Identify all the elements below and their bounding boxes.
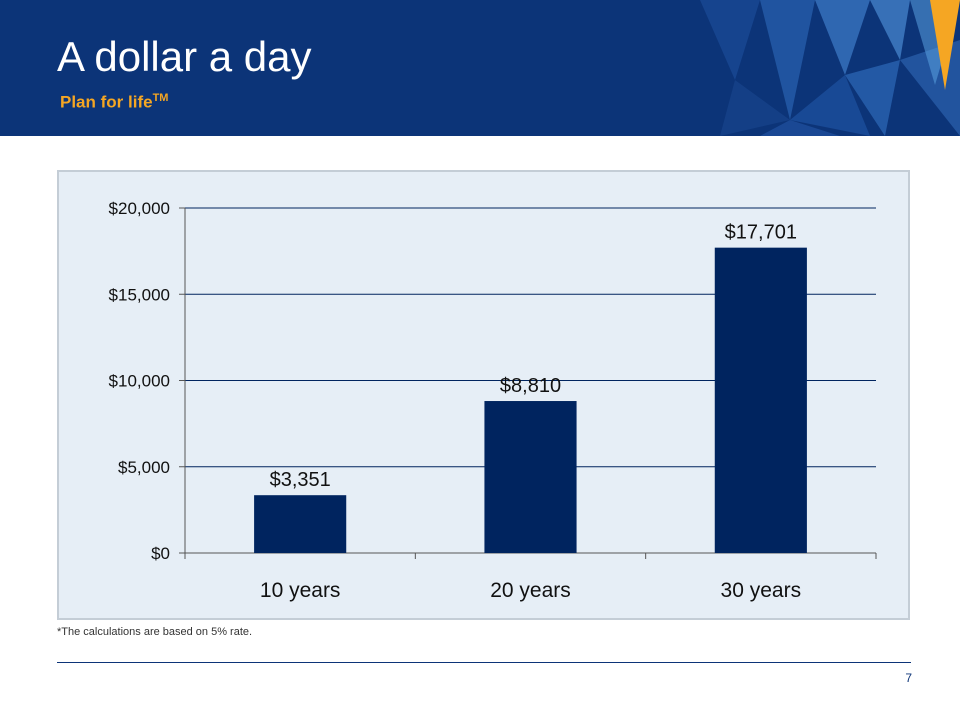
footnote: *The calculations are based on 5% rate. <box>57 626 253 638</box>
y-tick-label: $5,000 <box>118 458 170 477</box>
page-number: 7 <box>905 671 912 685</box>
slide-subtitle: Plan for lifeTM <box>60 92 168 113</box>
subtitle-text: Plan for life <box>60 92 153 112</box>
bar <box>254 495 347 553</box>
bar-data-label: $8,810 <box>500 375 561 397</box>
trademark-mark: TM <box>152 92 169 104</box>
header-triangle-pattern <box>700 0 960 136</box>
y-tick-label: $15,000 <box>109 285 170 304</box>
bar-data-label: $17,701 <box>725 222 797 244</box>
footer-divider <box>57 662 911 663</box>
x-category-label: 30 years <box>721 579 802 602</box>
bar-data-label: $3,351 <box>270 469 331 491</box>
bar-chart: $0 $5,000 $10,000 $15,000 $20,000 $3,351 10 ye… <box>109 199 877 602</box>
x-category-label: 10 years <box>260 579 341 602</box>
y-tick-label: $20,000 <box>109 199 170 218</box>
bar <box>484 401 577 553</box>
chart-panel: $0 $5,000 $10,000 $15,000 $20,000 $3,351 10 ye… <box>57 170 910 620</box>
slide-title: A dollar a day <box>57 33 312 80</box>
slide-header: A dollar a day Plan for lifeTM <box>0 0 960 136</box>
x-category-label: 20 years <box>490 579 571 602</box>
y-tick-label: $10,000 <box>109 372 170 391</box>
y-tick-label: $0 <box>151 544 170 563</box>
bar <box>714 247 807 553</box>
